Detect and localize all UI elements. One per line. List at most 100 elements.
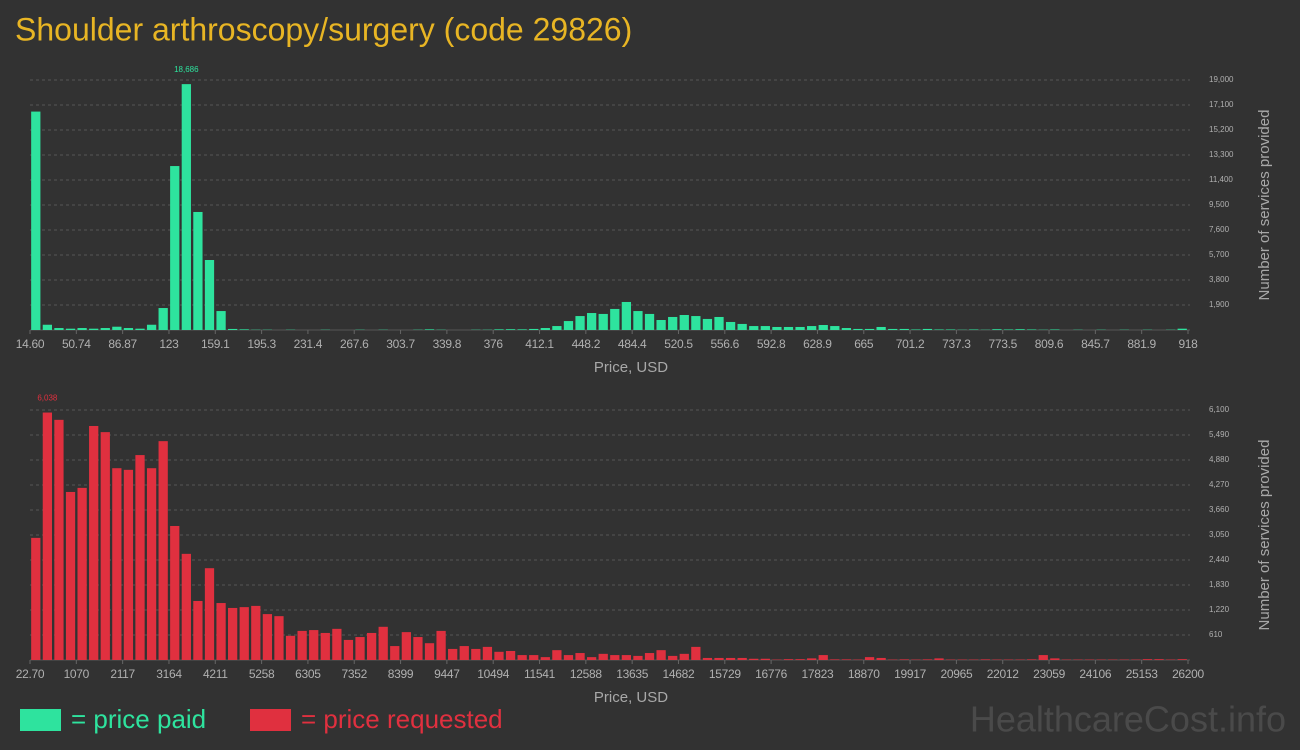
bar [598,653,608,660]
x-tick-label: 2117 [110,667,135,681]
bar [448,648,458,660]
x-tick-label: 14682 [663,667,695,681]
bar [552,326,562,330]
bar [702,657,713,660]
bar [1050,329,1060,330]
bar [228,328,238,330]
bar [529,328,539,330]
bar [494,651,504,660]
bar [679,653,689,660]
y-tick-label: 1,830 [1209,580,1230,589]
x-tick-label: 8399 [388,667,414,681]
bar [818,655,828,660]
bar [31,111,41,330]
y-tick-label: 610 [1209,630,1223,639]
bar [668,655,678,660]
bar [841,328,852,330]
x-tick-label: 339.8 [433,337,462,351]
bar [980,659,990,660]
bar [969,329,979,330]
x-tick-label: 918 [1178,337,1198,351]
x-axis-label: Price, USD [594,689,668,706]
legend-label: = price paid [71,704,206,734]
bar [77,487,87,660]
bar [343,639,354,660]
bar [540,328,550,330]
bar [1177,659,1187,660]
bar [320,632,330,660]
bar [934,329,944,330]
x-tick-label: 773.5 [988,337,1017,351]
bar [1038,655,1048,660]
bar [251,605,261,660]
x-tick-label: 123 [159,337,179,351]
watermark: HealthcareCost.info [970,699,1286,740]
x-tick-label: 26200 [1172,667,1204,681]
bar [517,329,527,330]
bar [749,326,759,330]
bar [1003,329,1014,330]
bar [737,657,747,660]
bar [1154,659,1164,660]
page-title: Shoulder arthroscopy/surgery (code 29826… [15,11,632,47]
bar [123,328,134,330]
bar [876,326,886,330]
bar [1027,659,1037,660]
y-tick-label: 2,440 [1209,555,1230,564]
bar [783,326,794,330]
x-tick-label: 17823 [802,667,834,681]
x-tick-label: 25153 [1126,667,1158,681]
x-tick-label: 22012 [987,667,1019,681]
x-tick-label: 628.9 [803,337,832,351]
bar [1142,659,1153,660]
x-tick-label: 18870 [848,667,880,681]
bar [772,326,782,330]
bar [633,655,643,660]
x-tick-label: 592.8 [757,337,786,351]
bar [112,326,122,330]
bar [656,650,666,660]
bar [888,328,898,330]
bar [459,646,469,660]
y-tick-label: 6,100 [1209,405,1230,414]
x-tick-label: 412.1 [525,337,554,351]
x-tick-label: 20965 [940,667,972,681]
bar [31,537,41,660]
x-axis-label: Price, USD [594,359,668,376]
bar [146,324,157,330]
bar [621,655,632,660]
x-tick-label: 3164 [156,667,182,681]
bar [702,318,713,330]
bar [610,308,620,330]
y-tick-label: 3,050 [1209,530,1230,539]
x-tick-label: 267.6 [340,337,369,351]
bar [378,626,388,660]
bar [633,311,643,330]
bar [181,553,191,660]
bar [517,655,527,660]
y-tick-label: 4,270 [1209,480,1230,489]
bar [934,658,944,660]
bar [749,658,759,660]
x-tick-label: 5258 [249,667,275,681]
bar [42,324,53,330]
bar [390,646,400,660]
bar [181,84,191,330]
x-tick-label: 448.2 [572,337,601,351]
y-tick-label: 1,220 [1209,605,1230,614]
legend-label: = price requested [301,704,503,734]
x-tick-label: 303.7 [386,337,415,351]
bar [170,525,180,660]
bar [818,325,828,330]
x-tick-label: 665 [854,337,874,351]
y-tick-label: 5,490 [1209,430,1230,439]
bar [760,326,770,330]
bar [239,607,249,660]
bar [146,468,157,660]
x-tick-label: 12588 [570,667,602,681]
y-tick-label: 3,660 [1209,505,1230,514]
x-tick-label: 701.2 [896,337,925,351]
x-tick-label: 13635 [616,667,648,681]
y-tick-label: 9,500 [1209,200,1230,209]
